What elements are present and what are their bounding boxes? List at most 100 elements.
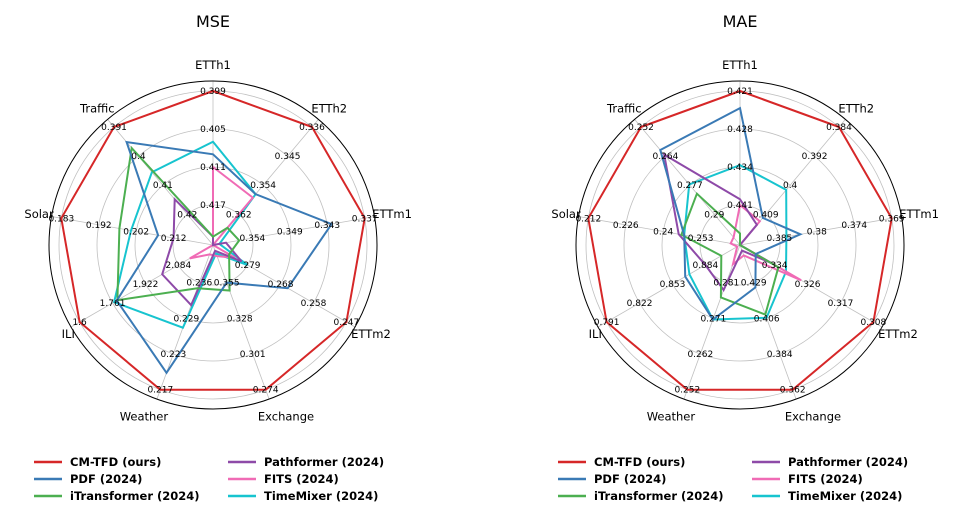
tick-label: 0.4 — [131, 152, 146, 162]
tick-label: 1.922 — [133, 280, 159, 290]
tick-label: 0.434 — [727, 163, 753, 173]
tick-label: 0.384 — [767, 350, 793, 360]
spoke-line — [107, 119, 214, 246]
legend-label-itransformer-2024: iTransformer (2024) — [594, 489, 724, 503]
axis-label-ili: ILI — [62, 327, 75, 341]
axis-label-etth1: ETTh1 — [722, 58, 758, 72]
axis-label-solar: Solar — [551, 207, 581, 221]
tick-label: 0.354 — [250, 181, 276, 191]
tick-label: 0.317 — [828, 299, 854, 309]
tick-label: 0.354 — [240, 234, 266, 244]
mae-radar-chart: MAE 0.421 0.428 0.434 0.441 0.384 0.392 0.4 0.40… — [551, 12, 939, 423]
series-line-cm-tfd-ours — [587, 89, 893, 391]
tick-label: 0.411 — [200, 163, 226, 173]
series-line-timemixer-2024 — [112, 140, 257, 329]
tick-label: 0.428 — [727, 125, 753, 135]
tick-label: 0.192 — [86, 221, 112, 231]
tick-label: 0.399 — [200, 87, 226, 97]
tick-label: 2.084 — [165, 261, 191, 271]
tick-label: 1.761 — [100, 299, 126, 309]
tick-label: 0.274 — [253, 386, 279, 396]
series-line-timemixer-2024 — [683, 164, 788, 321]
axis-label-ettm2: ETTm2 — [351, 327, 391, 341]
legend-label-fits-2024: FITS (2024) — [788, 472, 863, 486]
legend-label-itransformer-2024: iTransformer (2024) — [70, 489, 200, 503]
tick-label: 0.264 — [653, 152, 679, 162]
tick-label: 0.336 — [299, 123, 325, 133]
tick-label: 0.212 — [161, 234, 187, 244]
mse-legend: CM-TFD (ours) PDF (2024) iTransformer (202… — [34, 455, 384, 503]
tick-label: 0.405 — [200, 125, 226, 135]
tick-label: 0.217 — [147, 386, 173, 396]
spoke-line — [212, 244, 270, 400]
tick-label: 0.4 — [783, 181, 798, 191]
tick-label: 0.247 — [333, 318, 359, 328]
legend-label-fits-2024: FITS (2024) — [264, 472, 339, 486]
tick-label: 0.268 — [268, 280, 294, 290]
tick-label: 0.277 — [677, 181, 703, 191]
spoke-line — [683, 244, 741, 400]
tick-label: 0.301 — [240, 350, 266, 360]
tick-label: 0.262 — [687, 350, 713, 360]
series-line-pdf-2024 — [659, 106, 803, 321]
axis-label-exchange: Exchange — [785, 409, 841, 423]
tick-label: 0.385 — [767, 234, 793, 244]
chart-title: MSE — [196, 12, 230, 31]
tick-label: 0.429 — [741, 279, 767, 289]
tick-label: 0.417 — [200, 201, 226, 211]
tick-label: 0.343 — [314, 221, 340, 231]
tick-label: 0.229 — [173, 314, 199, 324]
tick-label: 0.223 — [160, 350, 186, 360]
axis-label-etth2: ETTh2 — [838, 102, 874, 116]
series-line-itransformer-2024 — [116, 145, 241, 302]
tick-label: 0.252 — [674, 386, 700, 396]
tick-label: 0.281 — [713, 279, 739, 289]
tick-label: 0.369 — [879, 214, 905, 224]
tick-label: 0.406 — [754, 314, 780, 324]
tick-label: 0.212 — [575, 214, 601, 224]
tick-label: 0.236 — [186, 279, 212, 289]
outer-frame — [48, 80, 378, 410]
axis-label-ettm1: ETTm1 — [899, 207, 939, 221]
mae-legend: CM-TFD (ours) PDF (2024) iTransformer (202… — [558, 455, 908, 503]
tick-label: 0.24 — [653, 227, 673, 237]
tick-label: 0.384 — [826, 123, 852, 133]
tick-label: 0.853 — [660, 280, 686, 290]
series-line-pathformer-2024 — [662, 152, 772, 292]
axis-label-exchange: Exchange — [258, 409, 314, 423]
axis-label-etth2: ETTh2 — [311, 102, 347, 116]
legend-label-pdf-2024: PDF (2024) — [70, 472, 142, 486]
spoke-line — [739, 216, 902, 246]
series-line-pdf-2024 — [115, 140, 334, 375]
legend-label-cm-tfd-ours: CM-TFD (ours) — [594, 455, 685, 469]
legend-label-timemixer-2024: TimeMixer (2024) — [264, 489, 378, 503]
tick-label: 0.328 — [227, 314, 253, 324]
spoke-line — [51, 216, 214, 246]
tick-label: 0.421 — [727, 87, 753, 97]
spoke-line — [597, 244, 741, 328]
axis-label-ettm2: ETTm2 — [878, 327, 918, 341]
mse-radar-chart: MSE 0.399 0.405 0.411 0.417 0.336 0.345 0.354 0.… — [24, 12, 412, 423]
spoke-line — [634, 119, 741, 246]
axis-label-weather: Weather — [120, 409, 169, 423]
tick-label: 0.258 — [301, 299, 327, 309]
tick-label: 0.337 — [352, 214, 378, 224]
legend-label-pathformer-2024: Pathformer (2024) — [264, 455, 384, 469]
spoke-line — [70, 244, 214, 328]
legend-label-cm-tfd-ours: CM-TFD (ours) — [70, 455, 161, 469]
tick-label: 0.183 — [48, 214, 74, 224]
tick-label: 0.355 — [214, 279, 240, 289]
tick-label: 0.252 — [628, 123, 654, 133]
legend-label-pdf-2024: PDF (2024) — [594, 472, 666, 486]
axis-label-solar: Solar — [24, 207, 54, 221]
spoke-line — [578, 216, 741, 246]
tick-label: 0.202 — [123, 227, 149, 237]
axis-label-ettm1: ETTm1 — [372, 207, 412, 221]
tick-label: 0.326 — [795, 280, 821, 290]
series-line-itransformer-2024 — [680, 191, 780, 316]
tick-label: 0.253 — [688, 234, 714, 244]
series-line-pathformer-2024 — [161, 196, 243, 307]
tick-label: 0.334 — [762, 261, 788, 271]
axis-label-ili: ILI — [589, 327, 602, 341]
